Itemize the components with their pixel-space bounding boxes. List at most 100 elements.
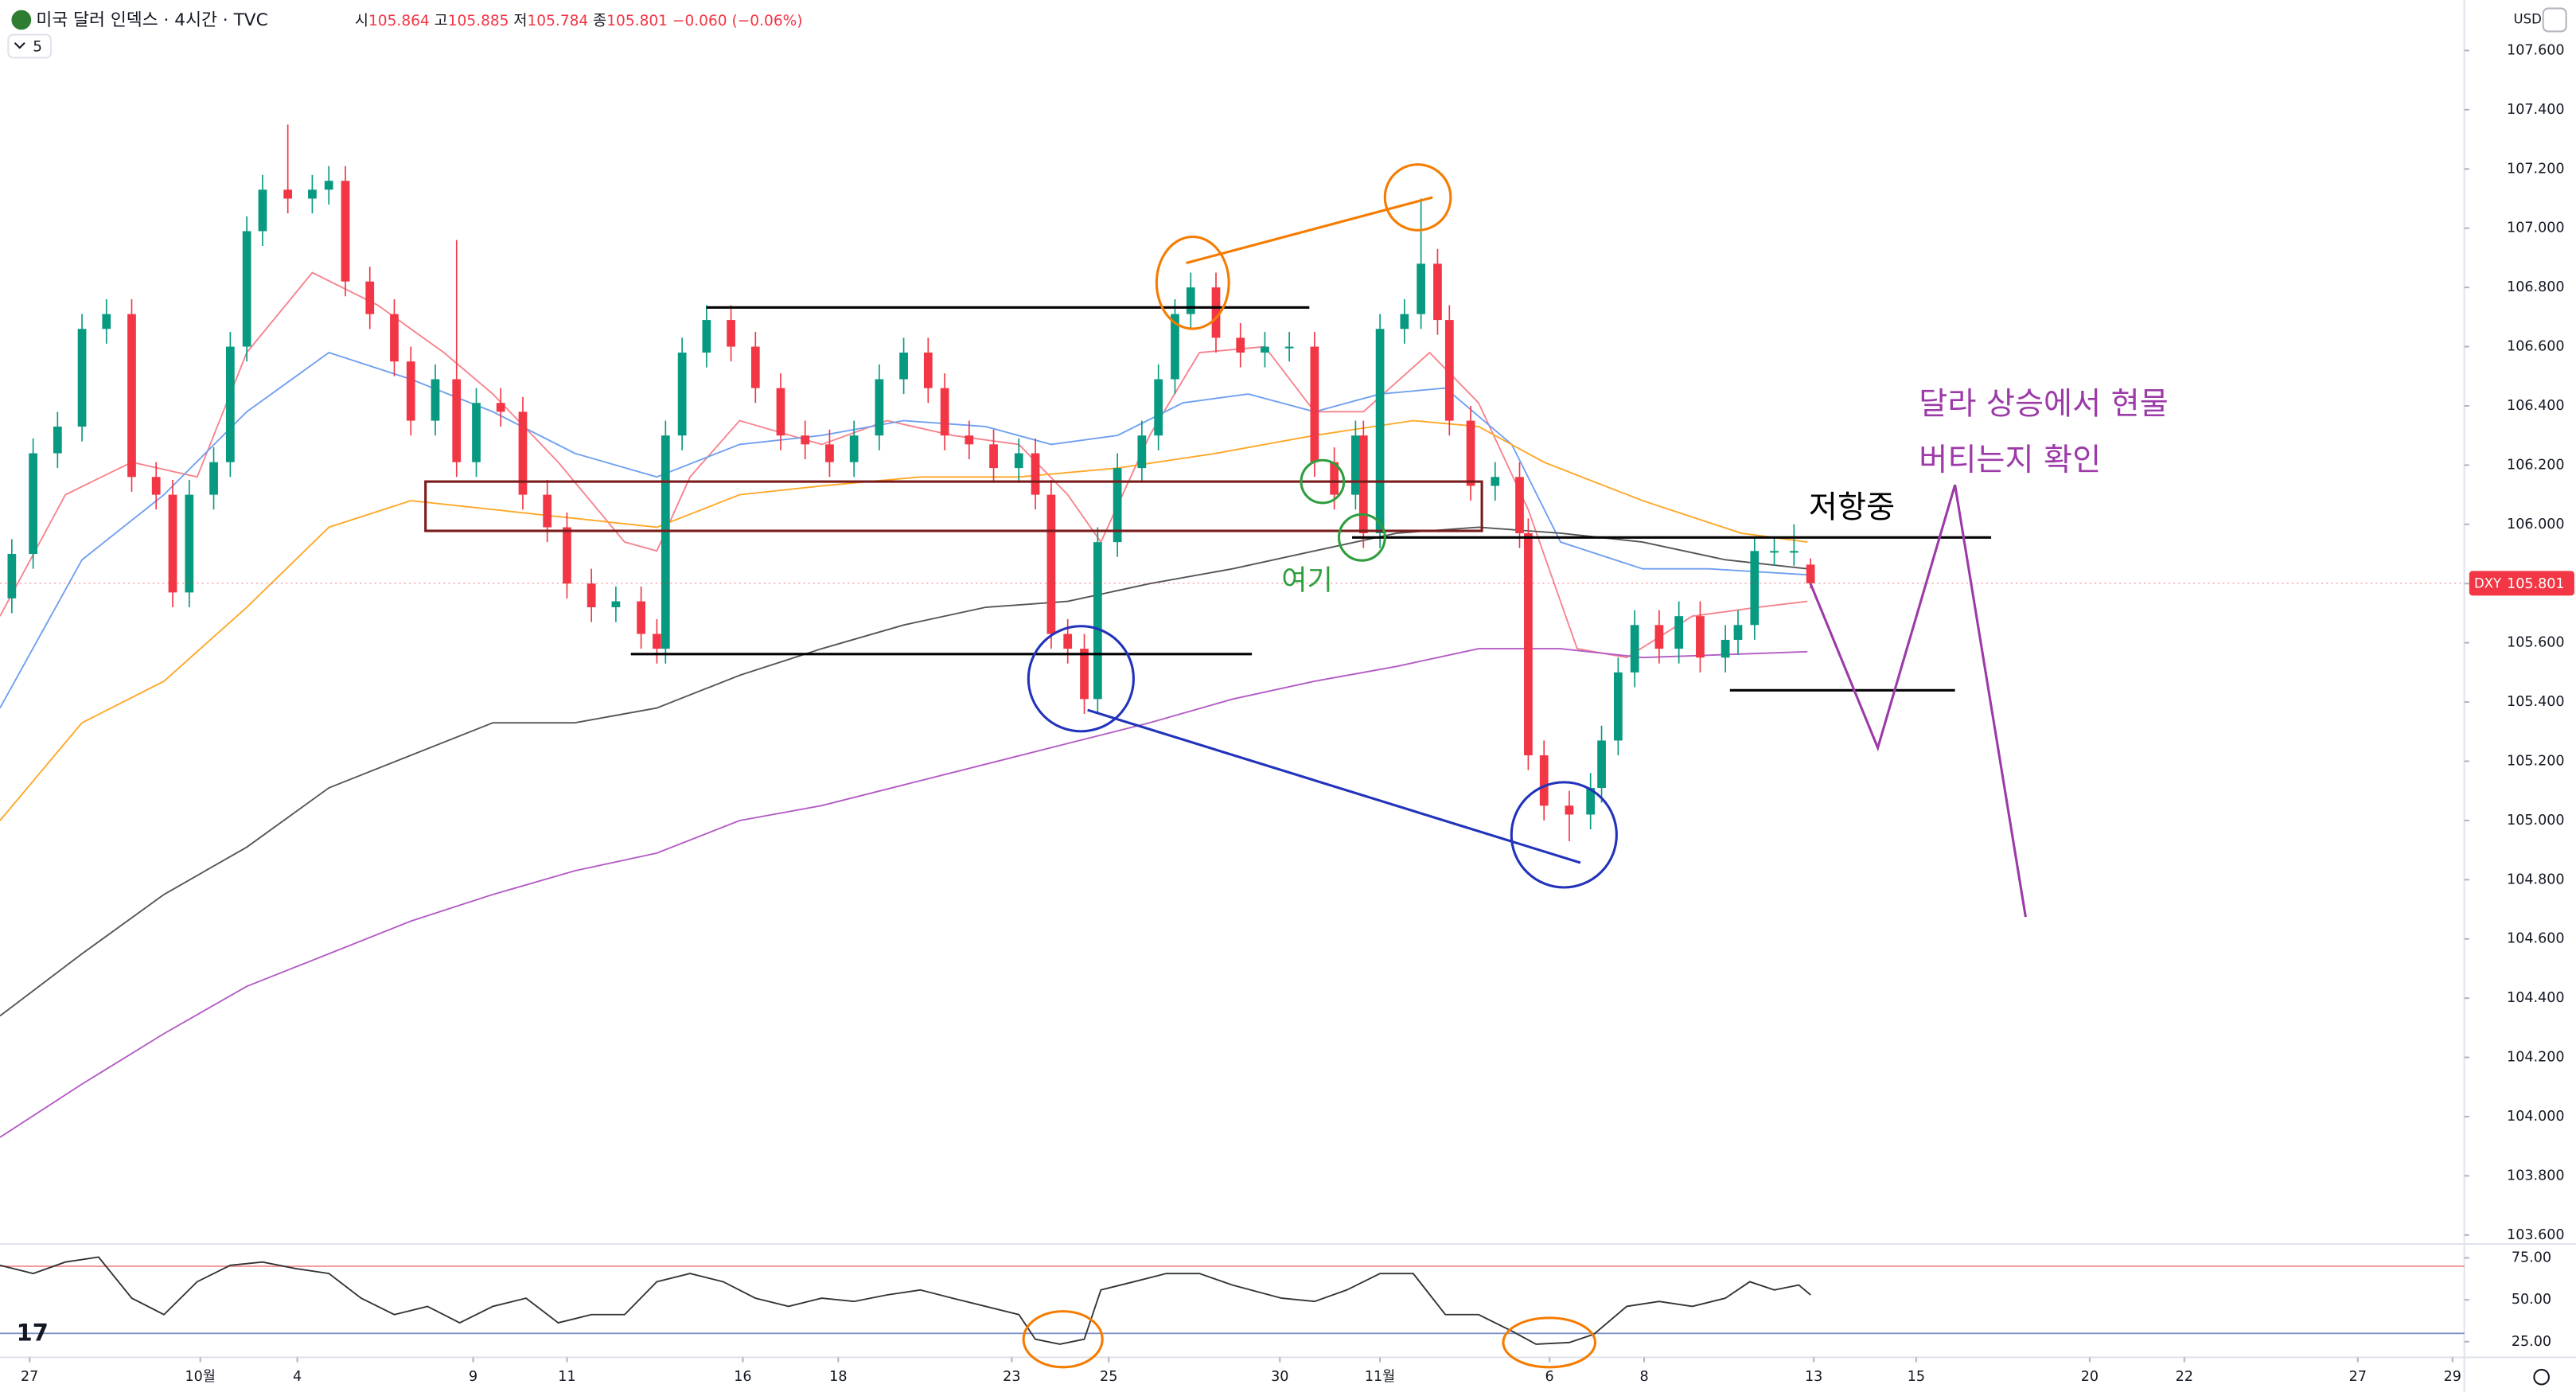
candle-body [390, 314, 399, 362]
ohlc-change: −0.060 (−0.06%) [672, 13, 803, 29]
candle-body [1014, 453, 1023, 469]
highlight-circle [1383, 163, 1452, 232]
moving-average-line [0, 648, 1808, 1138]
candle-body [727, 320, 735, 347]
ohlc-label: 고 [435, 13, 448, 29]
symbol-label: DXY [2474, 575, 2502, 591]
highlight-circle [1337, 513, 1386, 562]
candle-body [168, 494, 177, 593]
candle-body [1046, 494, 1056, 634]
ohlc-value: 105.801 [606, 13, 668, 29]
y-tick-label: 106.000 [2507, 517, 2565, 532]
indicator-count[interactable]: 5 [33, 39, 42, 56]
x-tick-label: 25 [1100, 1369, 1117, 1385]
drawings [424, 163, 2027, 1369]
projection-path [1809, 484, 2027, 918]
annotation: 여기 [1281, 564, 1333, 597]
logo: 17 [17, 1320, 49, 1347]
x-tick-label: 16 [734, 1369, 751, 1385]
candle-body [1750, 551, 1760, 626]
candle-body [1630, 625, 1639, 673]
candle-body [1358, 435, 1368, 533]
annotation: 버티는지 확인 [1919, 443, 2101, 478]
moving-average-line [0, 271, 1808, 659]
candle-body [1137, 435, 1147, 469]
x-tick-label: 10월 [185, 1369, 215, 1385]
y-tick-label: 104.400 [2507, 990, 2565, 1006]
highlight-circle [1155, 235, 1230, 330]
candle-body [849, 435, 859, 462]
y-tick-label: 25.00 [2512, 1334, 2551, 1350]
candle-body [1696, 616, 1705, 658]
candle-body [258, 189, 267, 232]
x-tick-label: 11월 [1365, 1369, 1395, 1385]
candle-body [324, 181, 333, 190]
candle-body [587, 583, 596, 607]
ohlc-label: 시 [355, 13, 368, 29]
annotation: 달라 상승에서 현물 [1919, 387, 2169, 423]
y-tick-label: 104.200 [2507, 1050, 2565, 1066]
candle-body [53, 427, 62, 454]
moving-average-line [0, 526, 1808, 1017]
candle-body [1770, 551, 1779, 553]
candle-body [1515, 477, 1524, 533]
ohlc-value: 105.885 [448, 13, 509, 29]
x-tick-label: 15 [1908, 1369, 1925, 1385]
y-tick-label: 107.600 [2507, 42, 2565, 58]
candle-body [1400, 314, 1409, 329]
y-tick-label: 104.600 [2507, 931, 2565, 947]
last-price-badge [2469, 571, 2574, 596]
candle-body [1351, 435, 1360, 495]
candle-body [1721, 639, 1730, 658]
x-tick-label: 20 [2081, 1369, 2099, 1385]
candle-body [1093, 542, 1102, 700]
trend-line [1087, 708, 1581, 864]
candle-body [1524, 532, 1533, 756]
candle-body [209, 462, 218, 495]
candle-body [127, 314, 136, 478]
candle-body [899, 353, 908, 380]
candle-body [875, 379, 884, 436]
highlight-circle [1022, 1310, 1104, 1369]
candle-body [1806, 564, 1815, 583]
indicator-toggle[interactable] [7, 33, 53, 59]
x-tick-label: 8 [1639, 1369, 1648, 1385]
y-tick-label: 105.400 [2507, 694, 2565, 710]
candle-body [563, 527, 571, 584]
candle-body [77, 329, 87, 427]
candle-body [1171, 314, 1179, 380]
x-tick-label: 9 [469, 1369, 477, 1385]
x-tick-label: 23 [1003, 1369, 1020, 1385]
candle-body [1113, 468, 1122, 543]
candle-body [1466, 420, 1475, 486]
ohlc-label: 저 [513, 13, 527, 29]
candle-body [1375, 329, 1385, 533]
trend-line [1186, 196, 1433, 265]
candle-body [750, 346, 760, 388]
x-tick-label: 13 [1805, 1369, 1822, 1385]
y-tick-label: 105.600 [2507, 635, 2565, 651]
y-tick-label: 107.200 [2507, 161, 2565, 177]
x-tick-label: 22 [2176, 1369, 2193, 1385]
candle-body [365, 281, 375, 314]
y-tick-label: 75.00 [2512, 1250, 2551, 1265]
axis-menu-button[interactable] [2542, 7, 2567, 33]
highlight-circle [1502, 1316, 1597, 1369]
candle-body [825, 444, 834, 462]
settings-icon[interactable] [2533, 1368, 2550, 1386]
candle-body [102, 314, 111, 329]
candle-body [923, 353, 933, 388]
last-price-label: 105.801 [2507, 576, 2565, 592]
x-tick-label: 27 [21, 1369, 38, 1385]
rsi-line [0, 1256, 1811, 1345]
candle-body [151, 477, 161, 495]
zone-box [424, 480, 1483, 532]
x-tick-label: 30 [1271, 1369, 1288, 1385]
ohlc-value: 105.864 [368, 13, 430, 29]
candle-body [518, 411, 528, 495]
candle-body [1586, 787, 1596, 815]
candle-body [1236, 337, 1245, 353]
candle-body [1539, 755, 1549, 806]
